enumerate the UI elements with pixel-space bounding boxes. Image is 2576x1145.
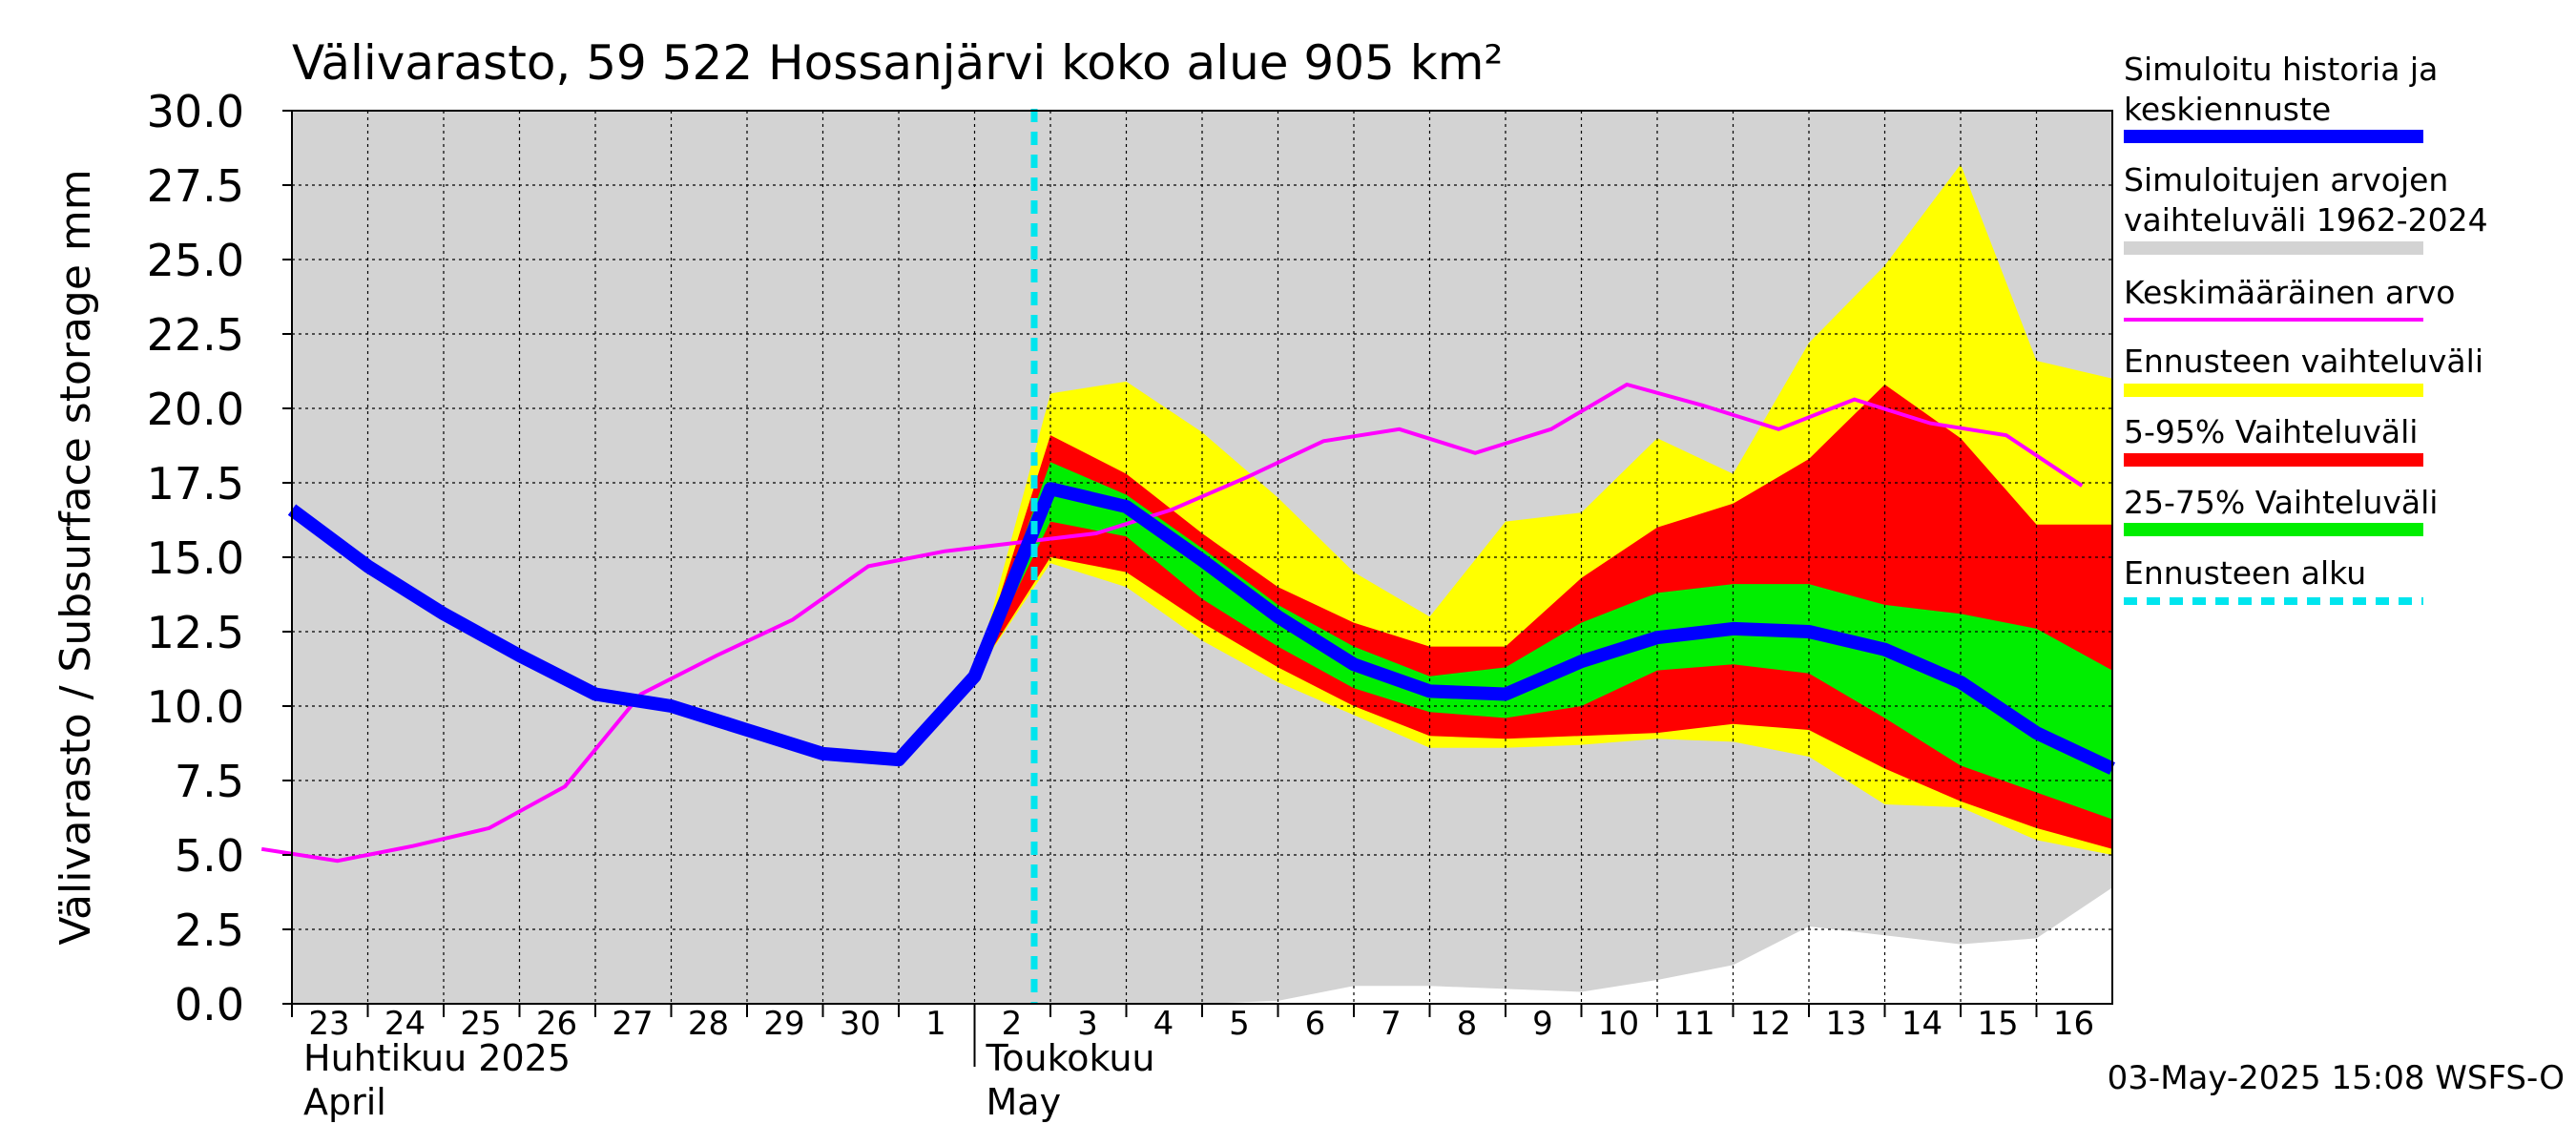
y-tick-label: 25.0 (147, 235, 244, 286)
x-axis: 23 24 25 26 27 28 29 30 1 2 3 4 5 6 7 8 9 10 11 12 13 14 15 16H… (291, 1004, 2094, 1123)
y-tick-label: 0.0 (175, 979, 244, 1030)
x-tick-label: 29 (763, 1005, 804, 1043)
y-tick-label: 30.0 (147, 86, 244, 137)
legend-item: 5-95% Vaihteluväli (2124, 413, 2423, 467)
x-tick-label: 4 (1153, 1005, 1174, 1043)
y-tick-label: 7.5 (175, 756, 244, 807)
median-forecast-line (287, 482, 2115, 775)
p5-95-band (974, 385, 2112, 849)
x-tick-label: 23 (308, 1005, 349, 1043)
x-tick-label: 11 (1673, 1005, 1714, 1043)
legend-item: 25-75% Vaihteluväli (2124, 484, 2438, 536)
y-tick-label: 20.0 (147, 384, 244, 435)
x-tick-label: 28 (688, 1005, 729, 1043)
x-tick-label: 14 (1901, 1005, 1942, 1043)
x-tick-label: 25 (460, 1005, 501, 1043)
legend-label: 5-95% Vaihteluväli (2124, 413, 2418, 450)
x-tick-label: 2 (1002, 1005, 1023, 1043)
y-axis: 0.0 2.5 5.0 7.5 10.0 12.5 15.0 17.5 20.0 22.5 25.0… (147, 86, 292, 1030)
y-tick-label: 2.5 (175, 905, 244, 956)
month-label-fi: Toukokuu (986, 1037, 1155, 1079)
legend-label: Ennusteen vaihteluväli (2124, 343, 2483, 380)
x-tick-label: 7 (1381, 1005, 1402, 1043)
x-tick-label: 24 (384, 1005, 426, 1043)
x-tick-label: 10 (1598, 1005, 1639, 1043)
legend-item: Simuloitu historia ja keskiennuste (2124, 51, 2438, 143)
month-label-en: April (303, 1081, 386, 1123)
x-tick-label: 15 (1977, 1005, 2018, 1043)
y-tick-label: 15.0 (147, 532, 244, 584)
y-tick-label: 27.5 (147, 160, 244, 212)
legend-label: Simuloitu historia ja keskiennuste (2124, 51, 2438, 128)
legend-label: Simuloitujen arvojen vaihteluväli 1962-20… (2124, 161, 2488, 239)
x-tick-label: 9 (1532, 1005, 1553, 1043)
month-label-en: May (987, 1081, 1062, 1123)
x-tick-label: 12 (1750, 1005, 1791, 1043)
line-layer (260, 109, 2115, 1004)
x-tick-label: 26 (536, 1005, 577, 1043)
x-tick-label: 6 (1305, 1005, 1326, 1043)
month-label-fi: Huhtikuu 2025 (303, 1037, 571, 1079)
legend: Simuloitu historia ja keskiennuste Simuloi… (2124, 51, 2488, 605)
plot-area (260, 109, 2115, 1005)
x-tick-label: 16 (2053, 1005, 2094, 1043)
legend-item: Simuloitujen arvojen vaihteluväli 1962-20… (2124, 161, 2488, 255)
y-tick-label: 22.5 (147, 309, 244, 361)
legend-item: Keskimääräinen arvo (2124, 274, 2455, 322)
x-tick-label: 13 (1825, 1005, 1866, 1043)
legend-label: Keskimääräinen arvo (2124, 274, 2455, 311)
chart-title: Välivarasto, 59 522 Hossanjärvi koko alu… (292, 35, 1503, 91)
mean-line (260, 382, 2084, 864)
x-tick-label: 3 (1077, 1005, 1098, 1043)
y-tick-label: 10.0 (147, 681, 244, 733)
y-tick-label: 17.5 (147, 458, 244, 510)
timestamp: 03-May-2025 15:08 WSFS-O (2108, 1059, 2565, 1097)
x-tick-label: 1 (925, 1005, 946, 1043)
x-tick-label: 30 (840, 1005, 881, 1043)
x-tick-label: 5 (1229, 1005, 1250, 1043)
x-tick-label: 8 (1457, 1005, 1478, 1043)
legend-label: Ennusteen alku (2124, 554, 2366, 592)
y-tick-label: 5.0 (175, 830, 244, 882)
x-tick-label: 27 (612, 1005, 653, 1043)
y-axis-label: Välivarasto / Subsurface storage mm (52, 169, 100, 945)
y-tick-label: 12.5 (147, 607, 244, 658)
legend-item: Ennusteen alku (2124, 554, 2423, 605)
legend-item: Ennusteen vaihteluväli (2124, 343, 2483, 397)
legend-label: 25-75% Vaihteluväli (2124, 484, 2438, 521)
